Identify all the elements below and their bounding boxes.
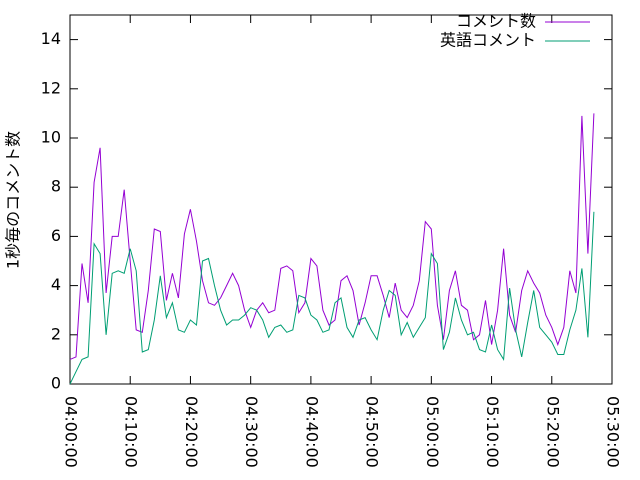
- y-tick-label: 0: [51, 374, 61, 393]
- x-tick-label: 05:20:00: [543, 396, 562, 468]
- y-tick-label: 10: [41, 128, 61, 147]
- x-tick-label: 04:20:00: [182, 396, 201, 468]
- x-tick-label: 05:30:00: [604, 396, 623, 468]
- x-tick-label: 05:10:00: [483, 396, 502, 468]
- legend-label: コメント数: [456, 12, 536, 31]
- x-tick-label: 04:10:00: [122, 396, 141, 468]
- y-axis-label: 1秒毎のコメント数: [4, 131, 23, 269]
- y-tick-label: 4: [51, 275, 61, 294]
- x-tick-label: 04:30:00: [242, 396, 261, 468]
- series-line: [69, 211, 595, 385]
- x-tick-label: 04:40:00: [302, 396, 321, 468]
- y-tick-label: 14: [41, 29, 61, 48]
- x-tick-label: 04:50:00: [363, 396, 382, 468]
- x-tick-label: 04:00:00: [62, 396, 81, 468]
- legend-label: 英語コメント: [440, 31, 536, 50]
- y-tick-label: 6: [51, 226, 61, 245]
- x-tick-label: 05:00:00: [423, 396, 442, 468]
- y-tick-label: 12: [41, 78, 61, 97]
- y-tick-label: 2: [51, 324, 61, 343]
- series-line: [69, 113, 595, 360]
- y-tick-label: 8: [51, 177, 61, 196]
- plot-frame: [69, 14, 613, 385]
